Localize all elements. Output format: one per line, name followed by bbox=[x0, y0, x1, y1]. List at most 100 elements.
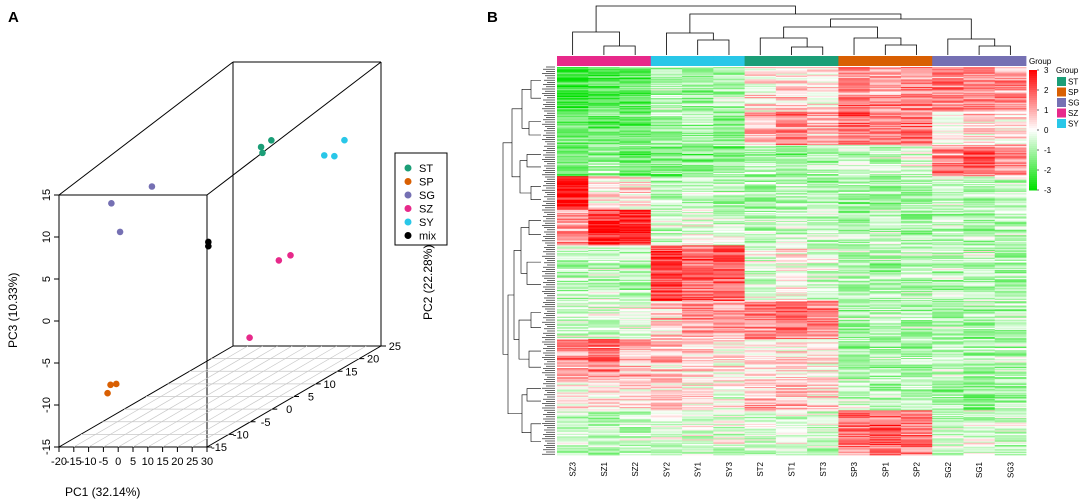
heatmap-cell bbox=[932, 111, 964, 114]
heatmap-cell bbox=[713, 301, 745, 303]
heatmap-cell bbox=[807, 161, 839, 164]
heatmap-cell bbox=[619, 210, 652, 213]
heatmap-cell bbox=[932, 300, 964, 302]
heatmap-cell bbox=[775, 366, 808, 369]
heatmap-cell bbox=[807, 114, 839, 117]
heatmap-cell bbox=[775, 138, 808, 140]
heatmap-cell bbox=[807, 158, 839, 160]
heatmap-cell bbox=[838, 90, 871, 92]
heatmap-cell bbox=[744, 92, 777, 95]
heatmap-cell bbox=[900, 74, 933, 77]
heatmap-cell bbox=[994, 254, 1027, 256]
heatmap-cell bbox=[869, 235, 902, 237]
heatmap-cell bbox=[963, 346, 996, 349]
heatmap-cell bbox=[932, 152, 964, 155]
heatmap-cell bbox=[744, 389, 777, 391]
heatmap-cell bbox=[775, 273, 808, 275]
heatmap-cell bbox=[619, 219, 652, 222]
heatmap-cell bbox=[744, 350, 777, 352]
heatmap-cell bbox=[900, 320, 933, 322]
heatmap-cell bbox=[713, 336, 745, 339]
heatmap-cell bbox=[994, 200, 1027, 203]
heatmap-cell bbox=[775, 352, 808, 354]
dendrogram-branch bbox=[528, 121, 541, 136]
heatmap-cell bbox=[963, 261, 996, 263]
heatmap-cell bbox=[994, 186, 1027, 188]
heatmap-cell bbox=[682, 218, 714, 221]
heatmap-cell bbox=[744, 323, 777, 325]
heatmap-cell bbox=[963, 239, 996, 242]
heatmap-cell bbox=[713, 90, 745, 92]
annotation-cell-st bbox=[744, 56, 777, 66]
heatmap-cell bbox=[588, 180, 620, 183]
heatmap-cell bbox=[994, 291, 1027, 293]
heatmap-cell bbox=[744, 108, 777, 110]
heatmap-cell bbox=[994, 207, 1027, 209]
heatmap-cell bbox=[994, 395, 1027, 398]
heatmap-cell bbox=[994, 109, 1027, 111]
heatmap-cell bbox=[900, 271, 933, 273]
heatmap-cell bbox=[807, 269, 839, 272]
heatmap-cell bbox=[650, 177, 683, 179]
heatmap-cell bbox=[557, 408, 589, 410]
heatmap-cell bbox=[900, 393, 933, 396]
heatmap-cell bbox=[807, 385, 839, 388]
heatmap-cell bbox=[744, 205, 777, 207]
heatmap-cell bbox=[650, 229, 683, 232]
heatmap-cell bbox=[869, 226, 902, 228]
heatmap-cell bbox=[650, 221, 683, 224]
heatmap-cell bbox=[588, 335, 620, 338]
heatmap-cell bbox=[994, 380, 1027, 382]
heatmap-cell bbox=[619, 330, 652, 332]
heatmap-cell bbox=[713, 99, 745, 101]
heatmap-cell bbox=[682, 211, 714, 214]
heatmap-cell bbox=[775, 336, 808, 339]
heatmap-cell bbox=[869, 110, 902, 112]
heatmap-cell bbox=[963, 393, 996, 396]
heatmap-cell bbox=[588, 92, 620, 95]
heatmap-cell bbox=[650, 161, 683, 164]
heatmap-cell bbox=[619, 339, 652, 341]
heatmap-cell bbox=[650, 110, 683, 112]
heatmap-cell bbox=[869, 232, 902, 234]
heatmap-cell bbox=[775, 187, 808, 189]
heatmap-cell bbox=[713, 220, 745, 223]
heatmap-cell bbox=[838, 130, 871, 133]
heatmap-cell bbox=[619, 298, 652, 301]
heatmap-cell bbox=[807, 181, 839, 184]
heatmap-cell bbox=[900, 79, 933, 81]
heatmap-cell bbox=[588, 359, 620, 361]
heatmap-cell bbox=[900, 317, 933, 320]
heatmap-cell bbox=[932, 400, 964, 402]
heatmap-cell bbox=[682, 248, 714, 251]
heatmap-cell bbox=[713, 120, 745, 123]
heatmap-cell bbox=[650, 100, 683, 102]
heatmap-cell bbox=[838, 69, 871, 71]
heatmap-cell bbox=[588, 217, 620, 220]
heatmap-cell bbox=[713, 314, 745, 317]
heatmap-cell bbox=[900, 301, 933, 303]
heatmap-cell bbox=[838, 192, 871, 195]
heatmap-cell bbox=[807, 209, 839, 212]
heatmap-cell bbox=[557, 218, 589, 221]
heatmap-cell bbox=[963, 327, 996, 330]
heatmap-cell bbox=[619, 103, 652, 106]
heatmap-cell bbox=[807, 82, 839, 85]
heatmap-cell bbox=[869, 395, 902, 398]
heatmap-cell bbox=[682, 380, 714, 382]
heatmap-cell bbox=[682, 123, 714, 126]
heatmap-cell bbox=[807, 100, 839, 102]
heatmap-cell bbox=[900, 107, 933, 109]
heatmap-cell bbox=[557, 102, 589, 105]
heatmap-cell bbox=[557, 247, 589, 250]
heatmap-cell bbox=[963, 174, 996, 176]
heatmap-cell bbox=[650, 285, 683, 288]
heatmap-cell bbox=[807, 316, 839, 319]
heatmap-cell bbox=[682, 313, 714, 315]
heatmap-cell bbox=[713, 174, 745, 176]
heatmap-cell bbox=[588, 148, 620, 150]
heatmap-cell bbox=[588, 130, 620, 133]
heatmap-cell bbox=[650, 225, 683, 227]
heatmap-cell bbox=[619, 235, 652, 237]
heatmap-cell bbox=[900, 294, 933, 296]
